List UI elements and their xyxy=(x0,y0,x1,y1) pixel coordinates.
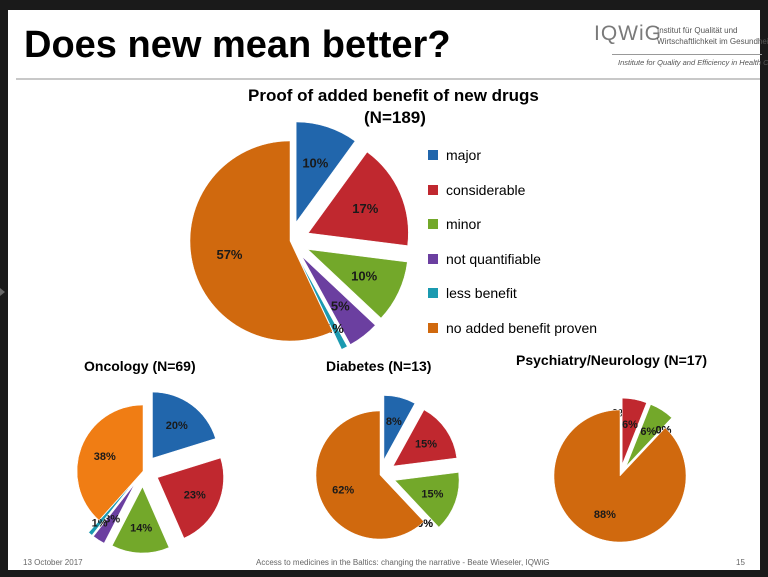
legend-label: not quantifiable xyxy=(446,250,541,267)
main-chart-subtitle: (N=189) xyxy=(364,108,426,127)
legend-item-considerable: considerable xyxy=(428,173,597,208)
footer-page-number: 15 xyxy=(736,558,745,567)
diabetes-slice-major xyxy=(383,395,416,460)
psychiatry-label-no-added-benefit-proven: 88% xyxy=(594,509,616,521)
diabetes-label-minor: 15% xyxy=(421,489,443,501)
legend-swatch xyxy=(428,253,438,264)
logo-text-line1: Institut für Qualität und xyxy=(657,26,738,35)
psychiatry-slice-no-added-benefit-proven xyxy=(553,409,687,543)
oncology-label-considerable: 23% xyxy=(184,489,206,501)
pie-charts: 10%17%10%5%1%57%20%23%14%3%1%38%8%15%15%… xyxy=(76,121,687,554)
legend-label: considerable xyxy=(446,181,526,198)
main-label-considerable: 17% xyxy=(352,201,378,216)
legend-swatch xyxy=(428,150,438,161)
legend-item-minor: minor xyxy=(428,207,597,242)
oncology-slice-major xyxy=(152,391,216,459)
diabetes-slice-minor xyxy=(394,472,460,528)
legend-label: less benefit xyxy=(446,285,517,302)
main-chart-title: Proof of added benefit of new drugs xyxy=(248,86,539,105)
main-slice-less-benefit xyxy=(298,258,348,350)
diabetes-label-no-added-benefit-proven: 62% xyxy=(332,484,354,496)
logo-wordmark: IQWiG xyxy=(594,22,662,45)
chart-legend: major considerable minor not quantifiabl… xyxy=(428,138,597,345)
legend-label: major xyxy=(446,147,482,164)
oncology-slice-minor xyxy=(111,486,170,554)
legend-item-not-quantifiable: not quantifiable xyxy=(428,242,597,277)
oncology-slice-less-benefit xyxy=(88,483,133,536)
oncology-label-minor: 14% xyxy=(130,523,152,535)
logo-divider xyxy=(612,54,762,55)
legend-label: minor xyxy=(446,216,482,233)
legend-item-no-added-benefit: no added benefit proven xyxy=(428,311,597,346)
logo-subtitle: Institute for Quality and Efficiency in … xyxy=(618,58,768,67)
oncology-chart-title: Oncology (N=69) xyxy=(84,358,196,374)
footer-date: 13 October 2017 xyxy=(23,558,83,567)
psychiatry-chart-title: Psychiatry/Neurology (N=17) xyxy=(516,352,708,368)
main-slice-major xyxy=(295,121,356,223)
main-label-no-added-benefit-proven: 57% xyxy=(216,247,242,262)
legend-swatch xyxy=(428,288,438,299)
main-label-not-quantifiable: 5% xyxy=(331,298,350,313)
diabetes-slice-considerable xyxy=(392,409,458,467)
oncology-slice-not-quantifiable xyxy=(93,484,135,544)
main-slice-no-added-benefit-proven xyxy=(189,140,333,342)
logo-text-line2: Wirtschaftlichkeit im Gesundheitswesen xyxy=(657,37,768,46)
oncology-slice-considerable xyxy=(157,457,224,539)
legend-item-less-benefit: less benefit xyxy=(428,276,597,311)
main-label-major: 10% xyxy=(302,156,328,171)
oncology-label-no-added-benefit-proven: 38% xyxy=(94,451,116,463)
oncology-label-major: 20% xyxy=(166,420,188,432)
slide-title: Does new mean better? xyxy=(24,24,451,66)
psychiatry-slice-minor xyxy=(626,404,672,467)
psychiatry-label-considerable: 6% xyxy=(622,419,638,431)
iqwig-logo: IQWiG Institut für Qualität und Wirtscha… xyxy=(594,20,768,70)
legend-swatch xyxy=(428,322,438,333)
main-slice-considerable xyxy=(307,151,409,246)
main-label-minor: 10% xyxy=(351,268,377,283)
diabetes-slice-no-added-benefit-proven xyxy=(315,410,425,540)
oncology-label-less-benefit: 1% xyxy=(92,518,108,530)
legend-label: no added benefit proven xyxy=(446,319,598,336)
legend-swatch xyxy=(428,219,438,230)
psychiatry-label-minor: 6% xyxy=(640,426,656,438)
main-slice-minor xyxy=(307,249,408,319)
psychiatry-slice-considerable xyxy=(621,397,647,465)
slide-nav-arrow-icon xyxy=(0,288,5,296)
legend-item-major: major xyxy=(428,138,597,173)
diabetes-label-considerable: 15% xyxy=(415,439,437,451)
oncology-slice-no-added-benefit-proven xyxy=(76,404,144,521)
oncology-label-not-quantifiable: 3% xyxy=(104,514,120,526)
slide: Does new mean better? IQWiG Institut für… xyxy=(8,10,768,570)
main-slice-not-quantifiable xyxy=(302,256,376,345)
diabetes-label-major: 8% xyxy=(386,416,402,428)
title-divider xyxy=(16,78,760,80)
diabetes-chart-title: Diabetes (N=13) xyxy=(326,358,432,374)
legend-swatch xyxy=(428,184,438,195)
footer-presentation: Access to medicines in the Baltics: chan… xyxy=(256,558,550,567)
